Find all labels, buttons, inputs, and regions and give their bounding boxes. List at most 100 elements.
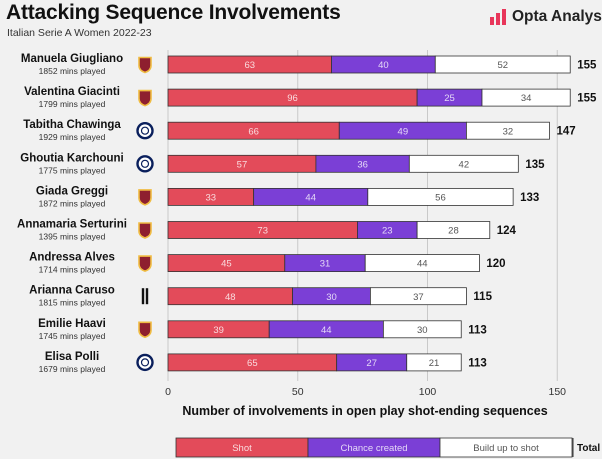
bar-value-label: 52 xyxy=(497,60,508,71)
bar-segment xyxy=(406,353,462,372)
bar-segment xyxy=(408,154,519,173)
juventus-crest-stripe xyxy=(145,288,149,305)
inter-crest-icon xyxy=(136,155,154,173)
bar-value-label: 73 xyxy=(257,226,268,237)
roma-crest-icon xyxy=(138,89,152,107)
brand-name: Opta Analyst xyxy=(512,8,602,25)
inter-crest-icon xyxy=(136,353,154,372)
player-name: Giada Greggi xyxy=(36,185,108,197)
player-name: Emilie Haavi xyxy=(38,318,106,330)
roma-crest-icon xyxy=(138,222,152,239)
bar-value-label: 34 xyxy=(521,93,532,104)
player-name: Manuela Giugliano xyxy=(21,53,123,65)
roma-crest-icon xyxy=(138,255,152,272)
inter-crest-inner xyxy=(140,126,150,135)
total-label: 113 xyxy=(468,357,487,369)
total-label: 124 xyxy=(497,225,517,237)
bar-value-label: 57 xyxy=(237,159,248,170)
minutes-played: 1745 mins played xyxy=(39,331,106,341)
bar-value-label: 44 xyxy=(321,325,332,336)
x-tick-label: 50 xyxy=(292,386,304,398)
bar-value-label: 45 xyxy=(221,259,232,270)
bar-value-label: 33 xyxy=(206,193,217,204)
legend-label: Shot xyxy=(232,443,252,454)
legend-label: Build up to shot xyxy=(473,443,539,454)
bar-value-label: 21 xyxy=(429,358,440,369)
brand-logo: Opta Analyst xyxy=(490,8,602,26)
bar-value-label: 25 xyxy=(444,93,455,104)
bar-value-label: 30 xyxy=(326,292,337,303)
bar-value-label: 32 xyxy=(503,126,514,137)
bar-value-label: 28 xyxy=(448,226,459,237)
bar-segment xyxy=(364,254,480,273)
player-name: Andressa Alves xyxy=(29,252,115,264)
total-label: 155 xyxy=(577,93,597,105)
legend-label: Chance created xyxy=(340,443,407,454)
bar-value-label: 42 xyxy=(459,159,470,170)
bar-value-label: 40 xyxy=(378,60,389,71)
minutes-played: 1872 mins played xyxy=(39,198,106,208)
bar-value-label: 96 xyxy=(287,93,298,104)
bar-value-label: 44 xyxy=(305,193,316,204)
player-name: Valentina Giacinti xyxy=(24,86,120,98)
bar-value-label: 56 xyxy=(435,193,446,204)
bar-segment xyxy=(481,88,571,107)
bar-value-label: 37 xyxy=(413,292,424,303)
bar-segment xyxy=(416,221,491,239)
bar-value-label: 39 xyxy=(213,325,224,336)
juventus-crest-icon xyxy=(141,288,145,305)
x-tick-label: 0 xyxy=(165,386,171,398)
bar-value-label: 44 xyxy=(417,259,428,270)
bar-segment xyxy=(434,55,571,74)
bar-segment xyxy=(370,287,467,306)
player-name: Ghoutia Karchouni xyxy=(20,152,124,164)
inter-crest-inner xyxy=(140,159,150,168)
minutes-played: 1679 mins played xyxy=(39,364,106,374)
legend-swatch xyxy=(439,437,573,458)
total-label: 147 xyxy=(556,126,575,138)
bar-value-label: 30 xyxy=(417,325,428,336)
x-tick-label: 100 xyxy=(419,386,437,398)
opta-bars-icon xyxy=(490,9,506,25)
bar-segment xyxy=(466,121,550,140)
inter-crest-icon xyxy=(136,121,154,140)
player-name: Annamaria Serturini xyxy=(17,219,127,231)
player-name: Tabitha Chawinga xyxy=(23,119,121,131)
bar-value-label: 36 xyxy=(357,159,368,170)
player-name: Arianna Caruso xyxy=(29,285,115,297)
bar-value-label: 49 xyxy=(398,126,409,137)
total-label: 155 xyxy=(577,60,597,72)
bar-value-label: 48 xyxy=(225,292,236,303)
legend-total-label: Total xyxy=(577,443,600,454)
minutes-played: 1799 mins played xyxy=(39,99,106,109)
total-label: 133 xyxy=(520,192,539,204)
bar-segment xyxy=(367,187,514,206)
total-label: 120 xyxy=(486,258,505,270)
chart-title: Attacking Sequence Involvements xyxy=(6,1,341,24)
minutes-played: 1852 mins played xyxy=(39,66,106,76)
bar-value-label: 65 xyxy=(247,358,258,369)
player-name: Elisa Polli xyxy=(45,351,99,363)
roma-crest-icon xyxy=(138,56,152,74)
total-label: 115 xyxy=(473,291,492,303)
x-axis-title: Number of involvements in open play shot… xyxy=(182,404,547,418)
minutes-played: 1929 mins played xyxy=(39,132,106,142)
bar-value-label: 31 xyxy=(320,259,331,270)
x-tick-label: 150 xyxy=(548,386,566,398)
bar-segment xyxy=(382,320,462,339)
bar-value-label: 27 xyxy=(366,358,377,369)
bar-value-label: 63 xyxy=(244,60,255,71)
minutes-played: 1775 mins played xyxy=(39,165,106,175)
roma-crest-icon xyxy=(138,321,152,339)
minutes-played: 1714 mins played xyxy=(39,265,106,275)
total-label: 113 xyxy=(468,324,487,336)
inter-crest-inner xyxy=(140,358,150,367)
bar-value-label: 23 xyxy=(382,226,393,237)
minutes-played: 1395 mins played xyxy=(39,232,106,242)
total-label: 135 xyxy=(525,159,545,171)
bar-value-label: 66 xyxy=(248,126,259,137)
minutes-played: 1815 mins played xyxy=(39,298,106,308)
roma-crest-icon xyxy=(138,189,152,206)
chart-subtitle: Italian Serie A Women 2022-23 xyxy=(7,27,152,39)
